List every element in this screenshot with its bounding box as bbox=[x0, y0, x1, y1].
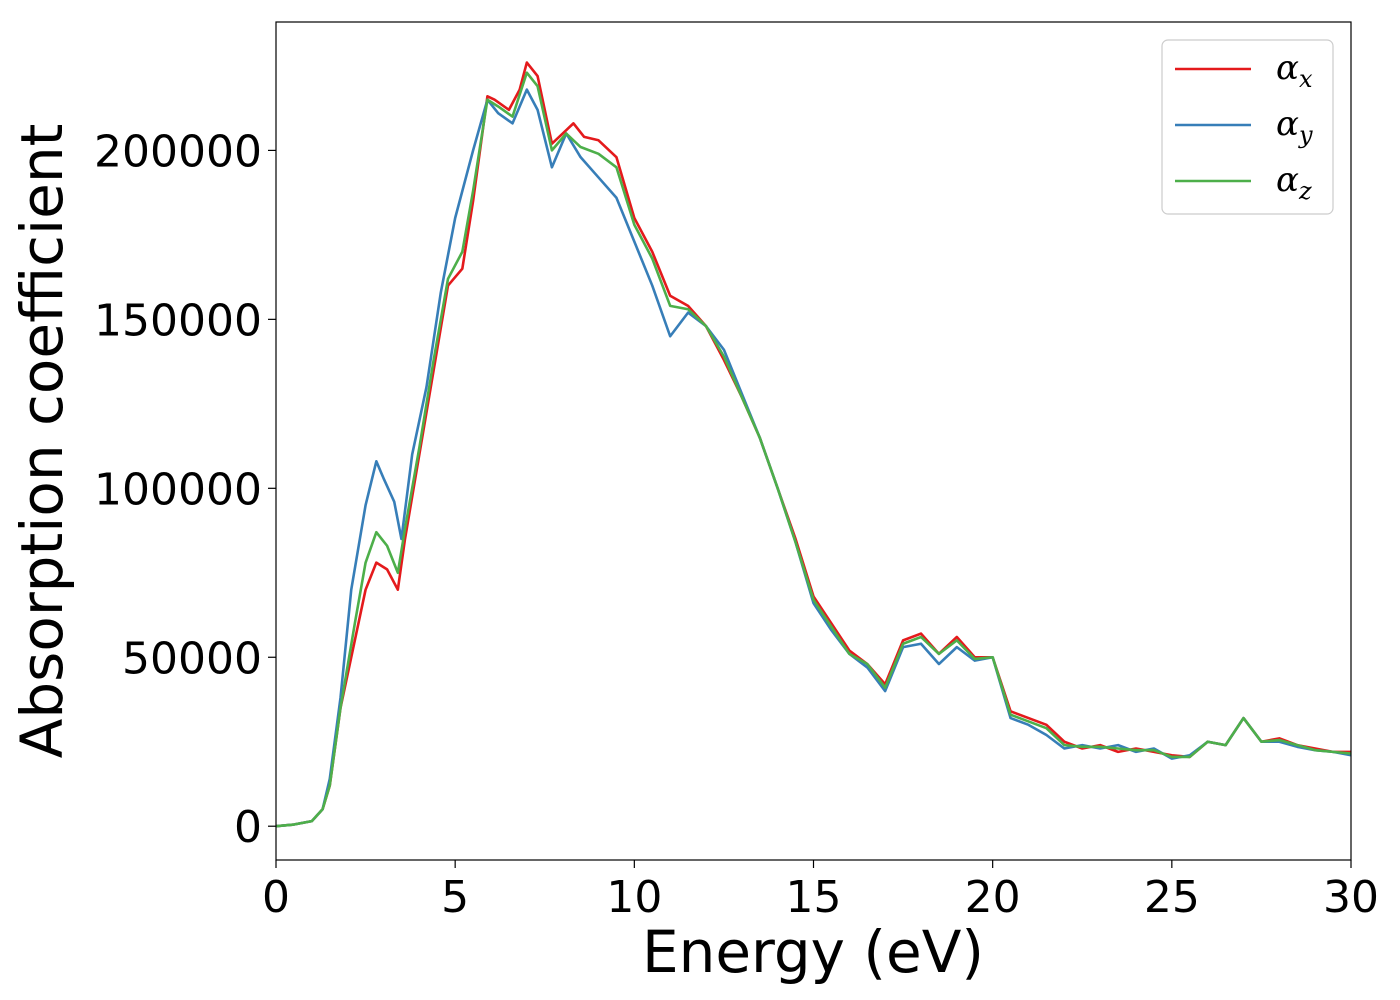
x-tick-label: 5 bbox=[441, 872, 469, 923]
legend-label-y: αy bbox=[1276, 104, 1313, 149]
legend-box bbox=[1161, 39, 1334, 215]
y-axis-label: Absorption coefficient bbox=[8, 124, 76, 759]
legend-label-z: αz bbox=[1276, 160, 1312, 205]
series-layer bbox=[276, 61, 1351, 828]
x-tick-label: 0 bbox=[262, 872, 290, 923]
x-tick-label: 25 bbox=[1144, 872, 1200, 923]
y-tick-label: 200000 bbox=[94, 126, 262, 177]
x-axis-label: Energy (eV) bbox=[642, 918, 984, 986]
y-tick-label: 150000 bbox=[94, 295, 262, 346]
y-tick-label: 0 bbox=[234, 802, 262, 853]
x-tick-label: 15 bbox=[786, 872, 842, 923]
x-tick-label: 20 bbox=[965, 872, 1021, 923]
series-line-z bbox=[276, 71, 1351, 828]
legend-label-x: αx bbox=[1276, 48, 1313, 93]
x-tick-label: 30 bbox=[1323, 872, 1379, 923]
y-axis-ticks: 0 50000 100000 150000 200000 bbox=[94, 126, 276, 853]
x-axis-ticks: 0 5 10 15 20 25 30 bbox=[262, 860, 1379, 923]
x-tick-label: 10 bbox=[606, 872, 662, 923]
y-tick-label: 50000 bbox=[122, 633, 262, 684]
y-tick-label: 100000 bbox=[94, 464, 262, 515]
legend: αx αy αz bbox=[1161, 39, 1334, 215]
